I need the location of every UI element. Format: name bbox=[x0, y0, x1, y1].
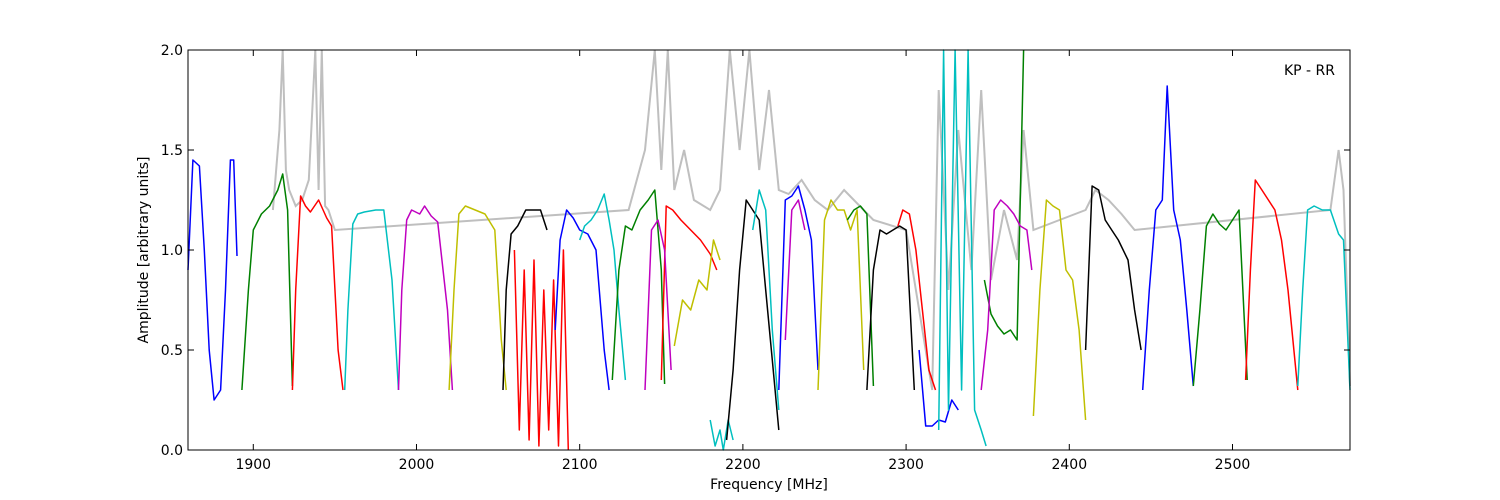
y-tick-label: 0.0 bbox=[161, 443, 183, 459]
series-line-17 bbox=[751, 189, 780, 411]
series-line-14 bbox=[673, 239, 721, 347]
plot-area bbox=[188, 50, 1350, 450]
series-line-4 bbox=[343, 209, 400, 391]
series-line-1 bbox=[187, 159, 238, 401]
x-tick-label: 2000 bbox=[399, 457, 435, 473]
x-tick-label: 2100 bbox=[562, 457, 598, 473]
x-axis-title: Frequency [MHz] bbox=[710, 477, 828, 493]
series-line-6 bbox=[448, 205, 507, 391]
series-line-3 bbox=[291, 195, 344, 391]
x-tick-label: 1900 bbox=[235, 457, 271, 473]
series-line-26 bbox=[983, 49, 1025, 341]
series-line-23 bbox=[897, 209, 937, 391]
series-line-30 bbox=[1141, 85, 1195, 391]
series-line-9 bbox=[554, 209, 610, 391]
series-line-31 bbox=[1192, 209, 1248, 387]
series-line-15 bbox=[709, 419, 734, 451]
gray-background-trace bbox=[271, 49, 1351, 391]
series-line-11 bbox=[611, 189, 666, 385]
panel-annotation: KP - RR bbox=[1284, 63, 1335, 79]
series-line-5 bbox=[397, 205, 454, 391]
y-tick-label: 2.0 bbox=[161, 43, 183, 59]
x-tick-label: 2300 bbox=[888, 457, 924, 473]
series-line-25 bbox=[937, 49, 987, 447]
x-axis: 1900 2000 2100 2200 2300 2400 2500 bbox=[235, 50, 1250, 473]
series-group bbox=[187, 49, 1351, 451]
y-axis: 0.0 0.5 1.0 1.5 2.0 bbox=[161, 43, 1350, 459]
series-line-18 bbox=[778, 185, 819, 391]
series-line-2 bbox=[241, 173, 294, 391]
series-line-33 bbox=[1297, 205, 1351, 391]
x-tick-label: 2400 bbox=[1051, 457, 1087, 473]
series-line-16 bbox=[725, 199, 780, 441]
series-line-20 bbox=[817, 199, 865, 391]
series-line-27 bbox=[980, 199, 1033, 391]
series-line-13 bbox=[644, 219, 672, 391]
series-line-8 bbox=[513, 249, 570, 451]
series-line-32 bbox=[1244, 179, 1299, 391]
y-axis-title: Amplitude [arbitrary units] bbox=[136, 157, 152, 344]
y-tick-label: 1.0 bbox=[161, 243, 183, 259]
series-line-29 bbox=[1084, 185, 1142, 351]
series-line-7 bbox=[502, 209, 548, 391]
series-line-28 bbox=[1032, 199, 1087, 421]
series-line-12 bbox=[660, 205, 718, 381]
series-line-22 bbox=[866, 225, 916, 391]
series-line-19 bbox=[784, 199, 806, 341]
x-tick-label: 2200 bbox=[725, 457, 761, 473]
series-line-21 bbox=[846, 205, 875, 387]
gray-trace-line bbox=[271, 49, 1351, 391]
y-tick-label: 1.5 bbox=[161, 143, 183, 159]
y-tick-label: 0.5 bbox=[161, 343, 183, 359]
x-tick-label: 2500 bbox=[1215, 457, 1251, 473]
